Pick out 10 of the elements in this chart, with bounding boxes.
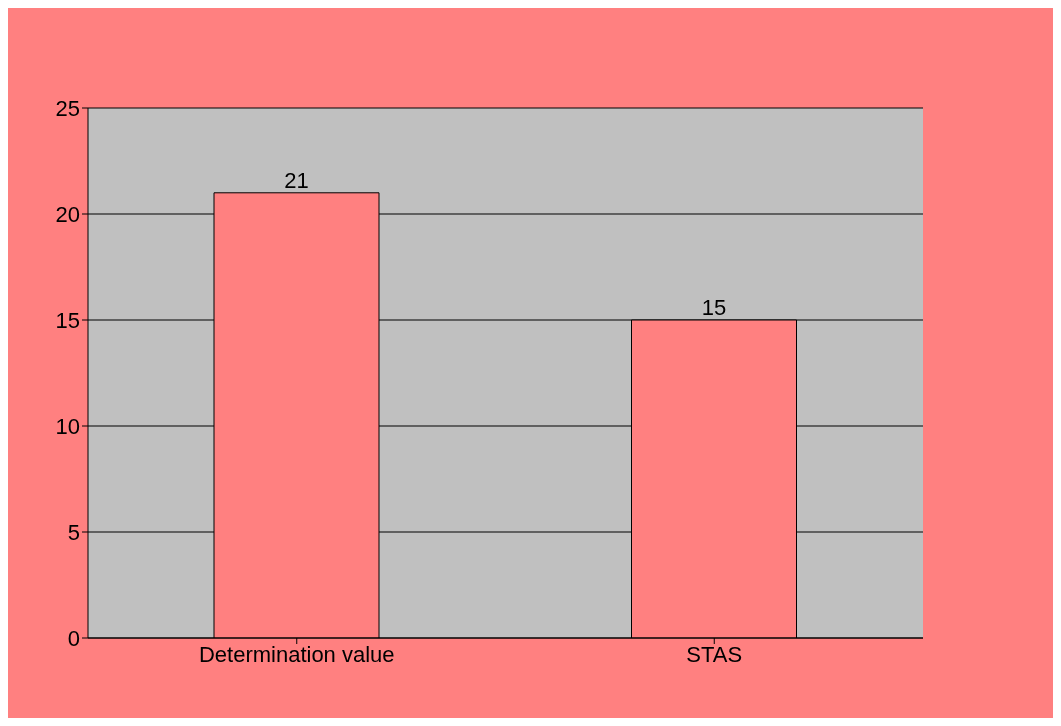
y-tick-label: 15	[55, 307, 80, 333]
data-label: 15	[701, 295, 727, 320]
y-tick-label: 25	[55, 95, 80, 121]
y-tick-label: 10	[55, 413, 80, 439]
y-tick-label: 20	[55, 201, 80, 227]
data-label: 21	[284, 167, 309, 193]
y-tick-label: 0	[67, 625, 80, 651]
x-tick-label: STAS	[686, 641, 743, 667]
y-tick-label: 5	[67, 519, 80, 545]
x-tick-label: Determination value	[198, 641, 395, 667]
